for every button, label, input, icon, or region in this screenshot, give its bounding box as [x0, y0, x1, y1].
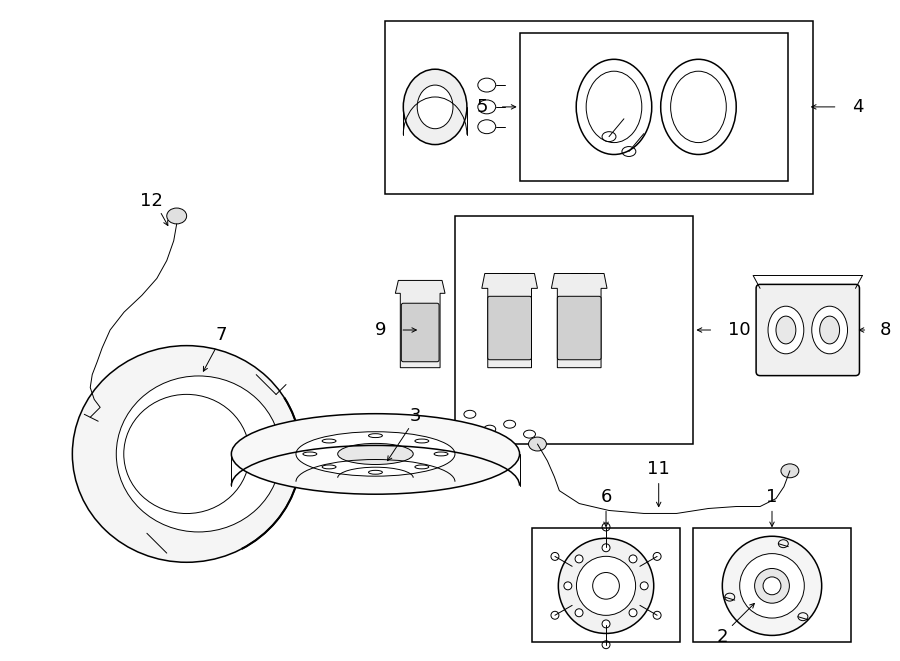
Ellipse shape — [577, 557, 635, 615]
Text: 7: 7 — [216, 326, 227, 344]
Ellipse shape — [558, 538, 653, 633]
Polygon shape — [552, 274, 607, 368]
Ellipse shape — [528, 437, 546, 451]
Ellipse shape — [768, 306, 804, 354]
Ellipse shape — [763, 577, 781, 595]
Text: 5: 5 — [476, 98, 488, 116]
FancyBboxPatch shape — [401, 303, 439, 362]
Ellipse shape — [415, 465, 428, 469]
Ellipse shape — [781, 464, 799, 478]
Ellipse shape — [338, 444, 413, 465]
Text: 3: 3 — [410, 407, 421, 425]
Ellipse shape — [602, 544, 610, 552]
Bar — [519, 32, 788, 181]
Ellipse shape — [322, 465, 336, 469]
Ellipse shape — [116, 376, 281, 532]
Bar — [694, 528, 850, 642]
Ellipse shape — [368, 434, 382, 438]
Ellipse shape — [575, 555, 583, 563]
Text: 4: 4 — [852, 98, 864, 116]
Ellipse shape — [812, 306, 848, 354]
Ellipse shape — [72, 346, 301, 563]
Text: 6: 6 — [600, 488, 612, 506]
Ellipse shape — [166, 208, 186, 224]
Bar — [455, 216, 694, 444]
Ellipse shape — [602, 620, 610, 628]
Ellipse shape — [231, 414, 519, 494]
Ellipse shape — [303, 452, 317, 456]
FancyBboxPatch shape — [488, 296, 532, 360]
Polygon shape — [482, 274, 537, 368]
Text: 8: 8 — [879, 321, 891, 339]
Ellipse shape — [776, 316, 796, 344]
Ellipse shape — [575, 609, 583, 617]
Ellipse shape — [415, 439, 428, 443]
Ellipse shape — [403, 69, 467, 145]
Ellipse shape — [640, 582, 648, 590]
Ellipse shape — [629, 609, 637, 617]
Ellipse shape — [296, 432, 455, 476]
Text: 12: 12 — [140, 192, 163, 210]
Ellipse shape — [723, 536, 822, 635]
Ellipse shape — [820, 316, 840, 344]
Ellipse shape — [322, 439, 336, 443]
Ellipse shape — [434, 452, 448, 456]
Bar — [533, 528, 680, 642]
Text: 2: 2 — [716, 629, 728, 646]
Polygon shape — [395, 280, 445, 368]
FancyBboxPatch shape — [756, 284, 860, 375]
FancyBboxPatch shape — [557, 296, 601, 360]
Bar — [385, 20, 813, 194]
Text: 1: 1 — [766, 488, 778, 506]
Ellipse shape — [564, 582, 572, 590]
Text: 10: 10 — [728, 321, 751, 339]
Ellipse shape — [740, 554, 805, 618]
Ellipse shape — [754, 568, 789, 603]
Text: 9: 9 — [375, 321, 386, 339]
Text: 11: 11 — [647, 460, 670, 478]
Ellipse shape — [368, 471, 382, 474]
Ellipse shape — [418, 85, 453, 129]
Ellipse shape — [629, 555, 637, 563]
